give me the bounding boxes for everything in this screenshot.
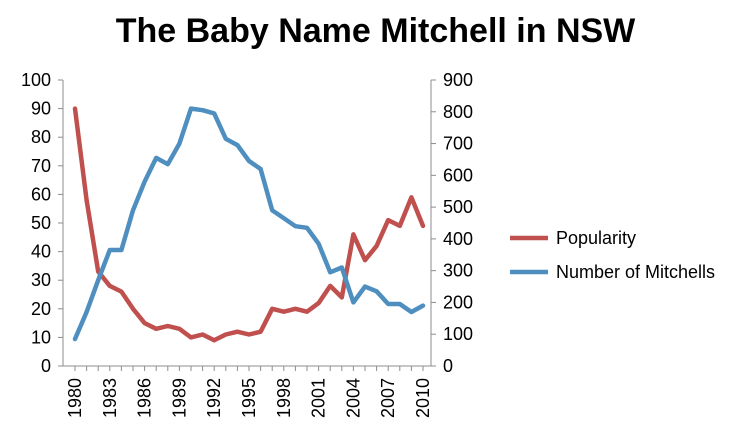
x-tick-label: 1989: [169, 378, 189, 418]
right-y-tick-label: 800: [443, 102, 473, 122]
left-y-tick-label: 40: [31, 242, 51, 262]
left-y-tick-label: 90: [31, 99, 51, 119]
left-y-tick-label: 0: [41, 356, 51, 376]
left-y-tick-label: 30: [31, 270, 51, 290]
series-lines: [72, 106, 426, 343]
right-y-tick-label: 400: [443, 229, 473, 249]
legend-label-popularity: Popularity: [556, 228, 636, 248]
x-tick-label: 2004: [343, 378, 363, 418]
axes: 0 10 20 30 40 50 60 70 80 90 100 0 100 200 300 400 500 60…: [21, 70, 473, 418]
right-y-tick-label: 700: [443, 134, 473, 154]
right-y-tick-label: 300: [443, 261, 473, 281]
left-y-tick-label: 20: [31, 299, 51, 319]
x-tick-label: 1980: [65, 378, 85, 418]
left-y-tick-label: 60: [31, 184, 51, 204]
legend: Popularity Number of Mitchells: [510, 228, 715, 282]
left-y-tick-label: 10: [31, 327, 51, 347]
x-tick-label: 2010: [413, 378, 433, 418]
right-y-tick-label: 200: [443, 292, 473, 312]
chart-title: The Baby Name Mitchell in NSW: [115, 12, 636, 50]
right-y-tick-label: 900: [443, 70, 473, 90]
series-line-number-of-mitchells: [72, 106, 426, 342]
right-y-tick-label: 500: [443, 197, 473, 217]
x-tick-label: 1992: [204, 378, 224, 418]
x-tick-label: 1986: [135, 378, 155, 418]
left-y-tick-label: 70: [31, 156, 51, 176]
x-tick-label: 1995: [239, 378, 259, 418]
x-tick-label: 1983: [100, 378, 120, 418]
legend-label-number-of-mitchells: Number of Mitchells: [556, 262, 715, 282]
left-y-tick-label: 80: [31, 127, 51, 147]
left-y-tick-label: 100: [21, 70, 51, 90]
right-y-tick-label: 100: [443, 324, 473, 344]
x-tick-label: 1998: [274, 378, 294, 418]
x-tick-label: 2001: [309, 378, 329, 418]
right-y-tick-label: 600: [443, 165, 473, 185]
left-y-tick-label: 50: [31, 213, 51, 233]
right-y-tick-label: 0: [443, 356, 453, 376]
x-tick-label: 2007: [378, 378, 398, 418]
